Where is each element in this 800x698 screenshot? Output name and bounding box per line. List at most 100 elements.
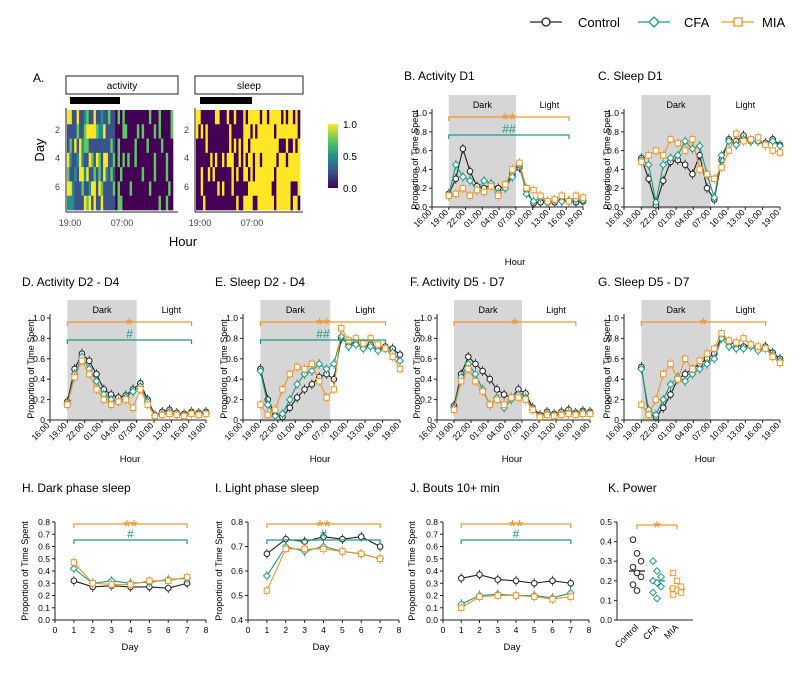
heatmap-cell	[250, 181, 254, 197]
heatmap-cell	[292, 152, 296, 168]
x-tick-label: 0	[53, 625, 58, 635]
heatmap-cell	[210, 195, 213, 211]
panel-a-xlabel: Hour	[169, 234, 198, 249]
heatmap-cell	[243, 152, 246, 168]
heatmap-cell	[160, 110, 164, 125]
y-tick-label: 0.4	[420, 374, 432, 384]
heatmap-cell	[95, 138, 99, 154]
heatmap-cell	[76, 167, 80, 182]
data-point	[457, 378, 465, 385]
data-point	[165, 577, 172, 584]
heatmap-cell	[245, 167, 249, 182]
heatmap-cell	[134, 138, 138, 154]
y-tick-label: 0.7	[426, 529, 438, 539]
heatmap-cell	[205, 181, 209, 197]
data-point	[724, 137, 733, 146]
heatmap-cell	[240, 152, 244, 168]
x-tick-label: 19:00	[379, 420, 401, 442]
data-point	[100, 396, 108, 403]
data-point	[673, 577, 681, 584]
data-point	[660, 152, 667, 159]
y-tick-label: 0.2	[33, 395, 45, 405]
heatmap-cell	[212, 181, 216, 197]
heatmap-cell	[274, 167, 277, 182]
heatmap-cell	[100, 138, 104, 154]
series-mia	[70, 557, 191, 590]
y-axis-label: Proportion of Time Spent	[26, 319, 36, 419]
heatmap-cell	[285, 167, 289, 182]
heatmap-cell	[132, 195, 135, 211]
heatmap-cell	[93, 152, 97, 168]
heatmap-cell	[255, 195, 258, 211]
x-tick-label: 01:00	[81, 420, 103, 442]
heatmap-cell	[141, 181, 145, 197]
chart-title: J. Bouts 10+ min	[410, 481, 500, 495]
y-tick-label: 0.5	[231, 591, 243, 601]
heatmap-cell	[198, 124, 202, 139]
y-tick-label: 0.8	[33, 333, 45, 343]
heatmap-cell	[153, 152, 157, 168]
significance-marker: *	[700, 315, 707, 335]
heatmap-cell	[134, 152, 138, 168]
heatmap-cell	[250, 110, 254, 125]
heatmap-cell	[266, 152, 270, 168]
data-point	[151, 412, 159, 420]
heatmap-cell	[71, 152, 75, 168]
heatmap-cell	[222, 167, 225, 182]
x-axis-label: Day	[504, 642, 521, 653]
svg-text:4: 4	[184, 153, 189, 163]
heatmap-cell	[271, 110, 275, 125]
significance-marker: **	[123, 517, 137, 537]
heatmap-cell	[129, 195, 133, 211]
heatmap-cell	[110, 167, 114, 182]
y-tick-label: 0.0	[426, 615, 438, 625]
heatmap-cell	[271, 152, 275, 168]
significance-marker: **	[316, 517, 330, 537]
heatmap-cell	[245, 124, 249, 139]
heatmap-cell	[132, 110, 135, 125]
heatmap-cell	[285, 181, 289, 197]
heatmap-cell	[285, 195, 289, 211]
heatmap-cell	[141, 167, 145, 182]
heatmap-cell	[151, 124, 155, 139]
data-point	[473, 186, 481, 194]
x-tick-label: 19:00	[240, 420, 262, 442]
heatmap-cell	[120, 152, 123, 168]
y-tick-label: 0.0	[415, 202, 427, 212]
heatmap-cell	[292, 124, 296, 139]
heatmap-sleep-title: sleep	[237, 81, 261, 92]
heatmap-cell	[203, 167, 206, 182]
heatmap-cell	[278, 195, 282, 211]
data-point	[376, 555, 384, 562]
heatmap-cell	[153, 181, 157, 197]
heatmap-cell	[229, 124, 232, 139]
x-tick-label: MIA	[662, 622, 680, 640]
heatmap-cell	[86, 110, 89, 125]
heatmap-cell	[120, 138, 123, 154]
significance-bracket	[460, 539, 572, 544]
chart-J: J. Bouts 10+ min 0.0 0.1 0.2 0.3 0.4 0.5 0.6 0.7…	[407, 481, 592, 653]
y-tick-label: 0.4	[33, 374, 45, 384]
heatmap-cell	[168, 167, 171, 182]
significance-bracket	[640, 321, 767, 326]
heatmap-cell	[224, 167, 228, 182]
svg-text:4: 4	[55, 153, 60, 163]
heatmap-cell	[98, 181, 102, 197]
heatmap-cell	[200, 181, 204, 197]
y-tick-label: 0.6	[607, 146, 619, 156]
heatmap-cell	[259, 195, 263, 211]
heatmap-cell	[156, 110, 159, 125]
heatmap-cell	[292, 138, 296, 154]
heatmap-cell	[243, 181, 246, 197]
heatmap-cell	[226, 195, 230, 211]
heatmap-cell	[233, 110, 237, 125]
heatmap-cell	[110, 124, 114, 139]
heatmap-cell	[205, 138, 209, 154]
x-tick-label: 22:00	[445, 207, 467, 229]
x-tick-label: 4	[321, 625, 326, 635]
heatmap-cell	[115, 181, 118, 197]
heatmap-cell	[264, 138, 268, 154]
heatmap-cell	[226, 181, 230, 197]
x-tick-label: 16:00	[416, 420, 438, 442]
x-tick-label: 22:00	[638, 207, 660, 229]
